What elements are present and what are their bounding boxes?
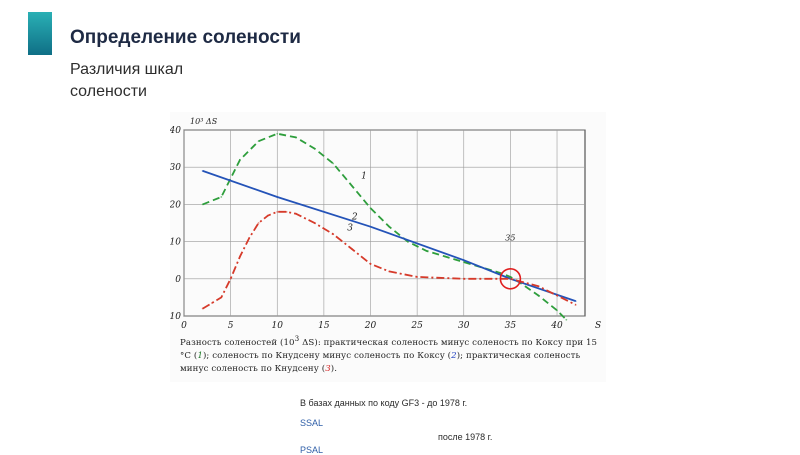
x-tick-label: 25 [410, 321, 423, 331]
data-point-3 [509, 277, 512, 280]
data-point-1 [425, 250, 428, 252]
data-point-3 [313, 222, 316, 224]
data-point-1 [201, 203, 204, 206]
data-point-1 [565, 318, 568, 321]
data-point-1 [239, 158, 241, 161]
data-point-1 [556, 309, 558, 312]
caption-series-2-ref: 2 [451, 350, 457, 361]
data-point-3 [332, 233, 335, 236]
data-point-1 [462, 261, 465, 263]
x-tick-label: 5 [228, 321, 234, 331]
x-tick-label: 35 [505, 321, 517, 331]
y-tick-label: 30 [170, 163, 181, 173]
data-point-3 [416, 276, 419, 278]
caption-part: ); соленость по Кнудсену минус соленость… [202, 350, 452, 361]
data-point-3 [201, 307, 204, 310]
y-axis-label: 10³ ΔS [190, 117, 218, 126]
note-psal-code: PSAL [300, 445, 324, 455]
x-tick-label: 20 [364, 321, 377, 331]
data-point-1 [537, 294, 540, 297]
caption-series-1-ref: 1 [197, 350, 203, 361]
data-point-1 [257, 140, 260, 143]
y-tick-label: 40 [170, 126, 181, 136]
y-tick-label: 0 [175, 275, 181, 285]
data-point-3 [229, 277, 232, 280]
data-point-1 [369, 207, 372, 210]
intersection-circle [499, 268, 522, 290]
series-line-1 [202, 132, 567, 321]
data-point-1 [220, 196, 223, 198]
data-point-1 [332, 162, 335, 165]
note-before-1978: В базах данных по коду GF3 - до 1978 г. [300, 398, 468, 408]
series-label-1: 1 [361, 171, 367, 181]
data-point-3 [369, 263, 372, 265]
y-tick-label: 20 [170, 200, 181, 210]
x-axis-label: S [595, 321, 601, 331]
series-label-3: 3 [347, 223, 353, 233]
data-point-3 [239, 255, 241, 258]
series-line-3 [202, 210, 577, 310]
x-tick-label: 30 [458, 321, 470, 331]
data-point-3 [267, 214, 269, 217]
data-point-2 [462, 259, 465, 262]
data-point-3 [285, 210, 288, 213]
data-point-2 [574, 300, 577, 303]
data-point-1 [509, 276, 512, 278]
data-point-3 [295, 212, 297, 215]
data-point-2 [201, 170, 204, 172]
plot-frame [183, 129, 586, 317]
x-tick-label: 0 [181, 321, 187, 331]
caption-part: Разность соленостей (10 [180, 337, 295, 348]
series-label-2: 2 [351, 212, 358, 222]
y-tick-label: 10 [170, 238, 181, 248]
data-point-3 [248, 236, 251, 239]
y-tick-label: -10 [170, 312, 181, 322]
data-point-1 [313, 147, 316, 150]
accent-bar [28, 12, 52, 55]
data-point-3 [257, 222, 260, 224]
caption-part: ΔS): практическая соленость минус солено… [180, 337, 598, 361]
caption-part: ). [330, 363, 338, 374]
data-point-3 [537, 285, 540, 288]
annotation-label: 35 [505, 234, 515, 243]
data-point-3 [574, 303, 577, 306]
data-point-3 [211, 302, 213, 304]
page-subtitle: Различия шкал солености [70, 61, 184, 100]
data-point-3 [388, 270, 391, 273]
figure-caption: Разность соленостей (103 ΔS): практическ… [180, 332, 602, 376]
data-point-3 [490, 277, 493, 280]
data-point-3 [276, 210, 279, 213]
data-point-3 [220, 296, 223, 299]
caption-part: 3 [294, 334, 300, 343]
data-point-1 [350, 184, 353, 187]
x-tick-label: 40 [550, 321, 563, 331]
data-point-1 [295, 136, 297, 139]
data-point-3 [462, 277, 465, 280]
data-point-2 [369, 225, 372, 228]
data-point-3 [350, 248, 353, 250]
caption-series-3-ref: 3 [325, 363, 331, 374]
data-point-1 [388, 225, 391, 228]
data-point-1 [276, 132, 279, 135]
page-title: Определение солености [70, 27, 301, 48]
caption-part: ); практическая соленость минус соленост… [180, 350, 581, 374]
data-point-1 [444, 255, 447, 258]
data-point-2 [276, 196, 279, 198]
x-tick-label: 15 [318, 321, 330, 331]
x-tick-label: 10 [272, 321, 284, 331]
note-ssal-code: SSAL [300, 418, 324, 428]
note-after-1978: после 1978 г. [438, 432, 493, 442]
